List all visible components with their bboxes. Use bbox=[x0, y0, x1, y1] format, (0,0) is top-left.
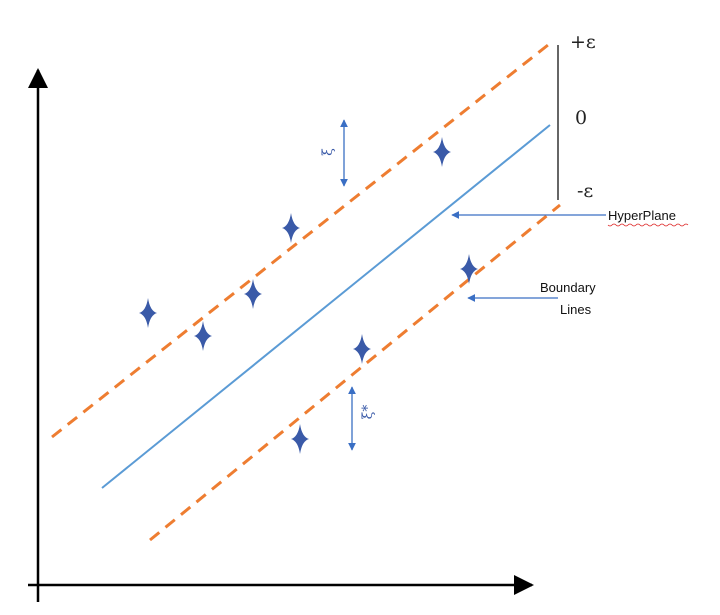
hyperplane-label: HyperPlane bbox=[608, 208, 676, 223]
plus-epsilon: +ε bbox=[570, 31, 596, 53]
lower-boundary bbox=[149, 203, 561, 542]
point bbox=[282, 213, 300, 243]
point bbox=[433, 137, 451, 167]
upper-boundary bbox=[51, 43, 549, 439]
point bbox=[353, 334, 371, 364]
minus-epsilon: -ε bbox=[577, 180, 593, 202]
slack-upper: ξ bbox=[320, 148, 336, 156]
hyperplane bbox=[101, 124, 551, 489]
points bbox=[139, 137, 478, 454]
zero-label: 0 bbox=[575, 107, 587, 129]
point bbox=[139, 298, 157, 328]
point bbox=[460, 254, 478, 284]
slack-lower: ξ* bbox=[360, 405, 376, 420]
point bbox=[194, 321, 212, 351]
point bbox=[291, 424, 309, 454]
boundary-label: Lines bbox=[560, 302, 592, 317]
boundary-label: Boundary bbox=[540, 280, 596, 295]
spell-underline bbox=[607, 223, 689, 227]
